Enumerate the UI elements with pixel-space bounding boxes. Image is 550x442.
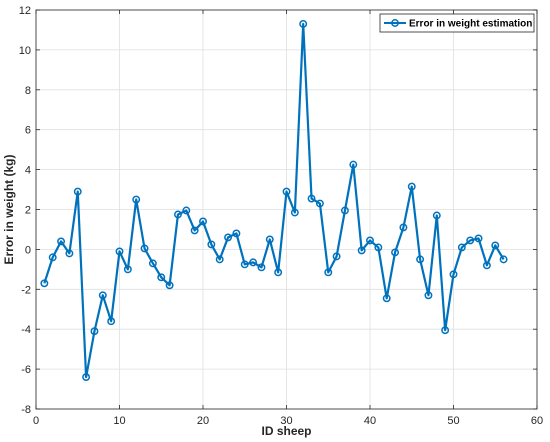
x-tick-label: 10	[113, 415, 125, 427]
data-point-marker	[424, 291, 433, 300]
data-point-marker	[290, 208, 299, 217]
x-axis-label: ID sheep	[261, 424, 311, 438]
data-point-marker	[407, 182, 416, 191]
data-point-marker	[449, 270, 458, 279]
y-tick-label: 6	[25, 125, 31, 137]
x-tick-label: 20	[197, 415, 209, 427]
legend-marker-sample	[391, 19, 399, 27]
y-tick-label: -4	[21, 324, 31, 336]
data-point-marker	[132, 195, 141, 204]
data-point-marker	[399, 223, 408, 232]
data-point-marker	[73, 187, 82, 196]
data-point-marker	[57, 237, 65, 246]
data-point-marker	[274, 268, 283, 277]
data-point-marker	[240, 260, 249, 269]
legend-entry-label: Error in weight estimation	[409, 19, 532, 30]
data-point-marker	[341, 206, 349, 215]
data-point-marker	[207, 240, 216, 249]
data-point-marker	[282, 187, 291, 196]
data-point-marker	[165, 281, 174, 290]
data-point-marker	[324, 268, 333, 277]
data-point-marker	[174, 210, 182, 219]
data-point-marker	[416, 255, 425, 264]
y-tick-label: 12	[19, 5, 31, 17]
data-point-marker	[115, 247, 124, 256]
data-point-marker	[332, 252, 341, 261]
data-point-marker	[224, 233, 233, 242]
data-point-marker	[190, 226, 199, 235]
y-tick-label: 4	[25, 165, 31, 177]
data-point-marker	[366, 236, 374, 245]
data-series	[40, 20, 508, 382]
y-tick-label: -6	[21, 364, 31, 376]
data-point-marker	[482, 261, 491, 270]
legend-box	[379, 13, 535, 33]
data-point-marker	[257, 263, 266, 272]
data-point-marker	[315, 199, 324, 208]
data-point-marker	[90, 327, 99, 336]
data-point-marker	[65, 249, 74, 258]
legend: Error in weight estimation	[379, 13, 535, 33]
data-point-marker	[499, 255, 508, 264]
data-point-marker	[249, 258, 258, 267]
data-point-marker	[374, 243, 383, 252]
data-point-marker	[457, 243, 466, 252]
x-tick-label: 60	[531, 415, 543, 427]
x-tick-label: 0	[33, 415, 39, 427]
y-tick-label: 0	[25, 244, 31, 256]
y-tick-label: -8	[21, 404, 31, 416]
axis-ticks: 0 10 20 30 40 50 60 -8 -6 -4 -2 0 2 4 6 8 10 12	[19, 5, 543, 427]
data-point-marker	[40, 279, 49, 288]
data-point-marker	[232, 229, 241, 238]
data-point-marker	[349, 160, 358, 169]
data-point-marker	[140, 244, 149, 253]
data-point-marker	[82, 373, 91, 382]
data-point-marker	[441, 326, 450, 335]
data-point-marker	[48, 253, 57, 262]
data-point-marker	[265, 235, 274, 244]
data-point-marker	[474, 234, 483, 243]
data-point-marker	[357, 246, 366, 255]
data-point-marker	[299, 20, 308, 28]
data-point-marker	[466, 236, 475, 245]
data-point-marker	[199, 217, 207, 226]
data-point-marker	[98, 291, 107, 300]
y-tick-label: 2	[25, 205, 31, 217]
data-point-marker	[157, 273, 166, 282]
x-tick-label: 50	[447, 415, 459, 427]
data-point-marker	[391, 248, 399, 257]
y-tick-label: 8	[25, 85, 31, 97]
x-tick-label: 30	[280, 415, 292, 427]
data-point-marker	[382, 294, 391, 303]
data-point-marker	[491, 241, 500, 250]
data-point-marker	[123, 265, 132, 274]
data-point-marker	[107, 317, 116, 326]
y-tick-label: -2	[21, 284, 31, 296]
data-point-marker	[432, 211, 441, 220]
data-point-marker	[215, 255, 224, 264]
data-point-marker	[307, 194, 316, 203]
x-tick-label: 40	[364, 415, 376, 427]
y-axis-label: Error in weight (kg)	[2, 154, 16, 264]
y-tick-label: 10	[19, 45, 31, 57]
data-point-marker	[148, 259, 157, 268]
data-point-marker	[182, 206, 191, 215]
